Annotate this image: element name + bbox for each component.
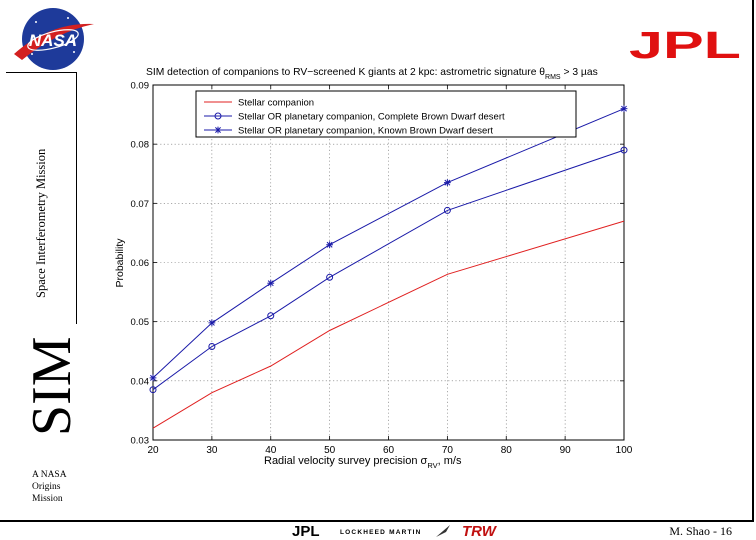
chart-title-subscript: RMS (545, 74, 561, 81)
series-2-point (149, 386, 157, 394)
y-tick-label: 0.06 (131, 258, 150, 269)
nasa-logo: NASA (14, 8, 94, 70)
x-tick-label: 60 (383, 445, 395, 456)
origins-label: A NASA Origins Mission (32, 469, 67, 505)
series-2-point (267, 312, 275, 320)
y-tick-label: 0.03 (131, 436, 150, 447)
series-line-2 (152, 149, 625, 391)
series-2-point (326, 273, 334, 281)
slide-frame (0, 0, 754, 522)
x-axis-label-subscript: RV (427, 461, 437, 470)
svg-text:TRW: TRW (462, 523, 498, 540)
series-3-point (620, 105, 628, 113)
series-3-point (326, 241, 334, 249)
x-tick-label: 20 (147, 445, 159, 456)
chart-title-tail: > 3 µas (561, 67, 598, 78)
legend-box (195, 90, 577, 138)
origins-line: Origins (32, 482, 61, 492)
legend-entry: Stellar OR planetary companion, Known Br… (238, 126, 493, 137)
legend-marker (214, 112, 222, 120)
legend-marker (214, 126, 222, 134)
svg-text:JPL: JPL (292, 523, 320, 540)
series-line-1 (152, 220, 625, 429)
x-tick-label: 40 (265, 445, 277, 456)
x-tick-label: 90 (560, 445, 572, 456)
y-tick-label: 0.08 (131, 140, 150, 151)
svg-text:NASA: NASA (29, 31, 77, 50)
legend-entry: Stellar companion (238, 98, 314, 109)
series-2-point (208, 343, 216, 351)
series-line-3 (152, 108, 625, 379)
series-2-point (620, 146, 628, 154)
svg-text:LOCKHEED MARTIN: LOCKHEED MARTIN (340, 529, 422, 536)
left-vertical-rule (76, 72, 77, 324)
legend-entry: Stellar OR planetary companion, Complete… (238, 112, 505, 123)
x-tick-label: 100 (616, 445, 633, 456)
x-axis-label: Radial velocity survey precision σRV, m/… (264, 455, 462, 470)
x-tick-label: 50 (324, 445, 336, 456)
series-3-point (149, 374, 157, 382)
series-3-point (208, 319, 216, 327)
chart-title: SIM detection of companions to RV−screen… (146, 67, 598, 81)
x-tick-label: 70 (442, 445, 454, 456)
x-tick-label: 30 (206, 445, 218, 456)
series-3-point (267, 279, 275, 287)
y-axis-label: Probability (114, 238, 126, 288)
series-2-point (443, 206, 451, 214)
series-3-point (443, 179, 451, 187)
y-tick-label: 0.09 (131, 81, 150, 92)
origins-line: Mission (32, 494, 63, 504)
origins-line: A NASA (32, 470, 67, 480)
y-tick-label: 0.07 (131, 199, 150, 210)
x-axis-label-tail: , m/s (438, 455, 462, 467)
svg-text:JPL: JPL (629, 28, 741, 62)
y-tick-label: 0.05 (131, 317, 150, 328)
x-tick-label: 80 (501, 445, 513, 456)
jpl-logo: JPL (629, 28, 741, 62)
footer-partner-logos: JPL LOCKHEED MARTIN TRW (292, 523, 498, 540)
left-rule (6, 72, 76, 73)
slide-credit: M. Shao - 16 (669, 524, 732, 538)
y-tick-label: 0.04 (131, 376, 150, 387)
